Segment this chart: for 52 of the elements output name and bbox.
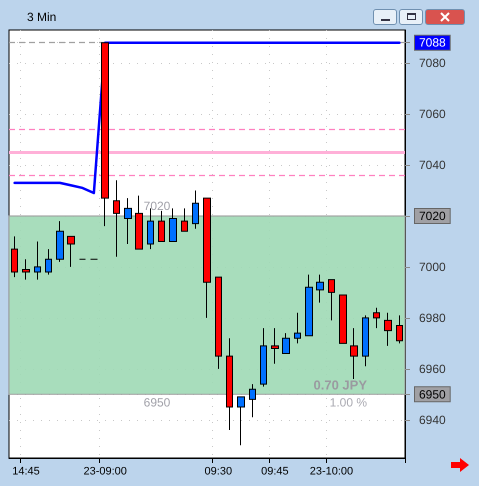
candlestick xyxy=(328,279,335,321)
x-tick-label: 23-09:00 xyxy=(83,466,127,478)
annotation: 7020 xyxy=(144,198,171,213)
x-tick-label: 09:45 xyxy=(261,466,289,478)
y-tick-label: 7020 xyxy=(419,208,446,223)
candlestick xyxy=(294,312,301,344)
candlestick xyxy=(215,276,222,370)
candlestick xyxy=(158,210,165,242)
candlestick xyxy=(373,307,380,329)
candlestick xyxy=(169,208,177,242)
candlestick xyxy=(56,220,64,262)
candlestick xyxy=(282,332,290,354)
candlestick xyxy=(67,236,75,268)
candlestick xyxy=(396,314,403,344)
candlestick xyxy=(260,328,267,388)
candlestick xyxy=(226,338,233,430)
candlestick xyxy=(124,198,132,244)
candlestick xyxy=(384,312,392,346)
annotation: 1.00 % xyxy=(330,395,368,410)
candlestick xyxy=(203,198,211,318)
candlestick xyxy=(271,328,279,364)
y-tick-label: 7088 xyxy=(419,36,446,50)
x-tick-label: 23-10:00 xyxy=(310,466,354,478)
candlestick xyxy=(305,274,313,336)
candlestick xyxy=(11,236,18,278)
annotation: 6950 xyxy=(144,395,171,410)
y-tick-label: 7060 xyxy=(419,107,446,122)
y-tick-label: 7000 xyxy=(419,260,446,274)
candlestick xyxy=(113,180,120,258)
candlestick xyxy=(192,190,199,230)
y-tick-label: 6940 xyxy=(419,412,446,427)
candlestick xyxy=(362,314,369,367)
candlestick xyxy=(34,240,41,280)
candlestick xyxy=(316,274,324,304)
candlestick xyxy=(249,384,256,418)
chart-title: 3 Min xyxy=(27,10,56,24)
y-tick-label: 7040 xyxy=(419,158,446,172)
candlestick xyxy=(181,208,188,232)
y-tick-label: 6960 xyxy=(419,362,446,376)
candlestick xyxy=(45,248,52,276)
y-tick-label: 6980 xyxy=(419,310,446,325)
candlestick xyxy=(101,42,109,227)
y-tick-label: 6950 xyxy=(419,387,446,402)
candlestick xyxy=(22,258,30,280)
candlestick xyxy=(350,328,358,380)
candlestick xyxy=(339,294,347,344)
candlestick xyxy=(135,195,143,250)
y-tick-label: 7080 xyxy=(419,56,446,70)
x-tick-label: 09:30 xyxy=(204,466,232,478)
x-tick-label: 14:45 xyxy=(12,466,40,478)
annotation: 0.70 JPY xyxy=(314,377,368,392)
candlestick xyxy=(237,396,245,446)
